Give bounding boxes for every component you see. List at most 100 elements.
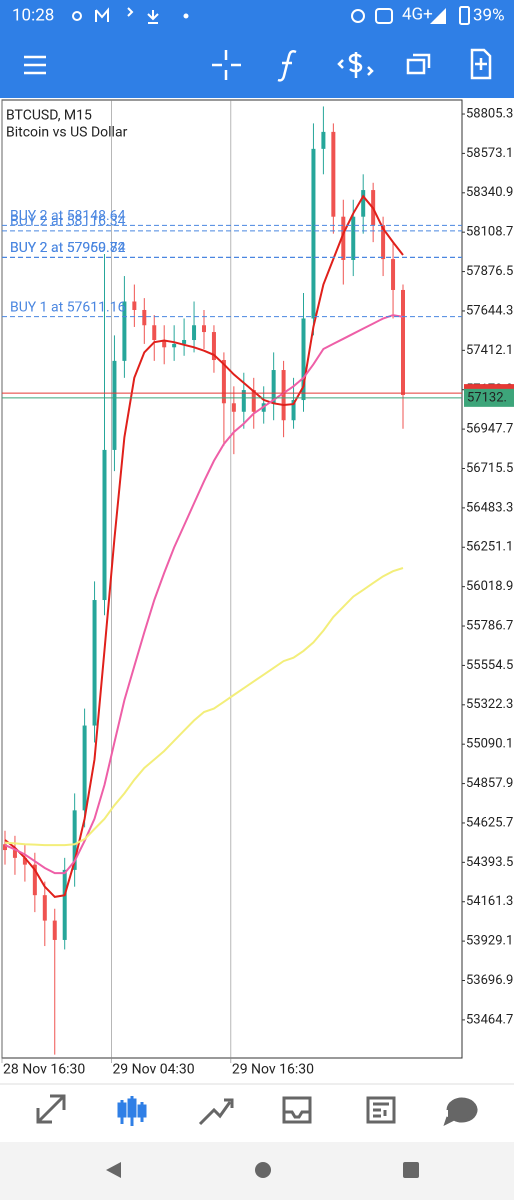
- candle-body: [221, 360, 226, 404]
- status-icons: [72, 6, 470, 25]
- status-time: 10:28: [12, 5, 54, 25]
- candle-body: [22, 857, 27, 865]
- candle-body: [401, 289, 405, 395]
- y-tick-label: 56018.9: [466, 579, 513, 594]
- candle-body: [112, 360, 117, 450]
- candle-body: [82, 725, 87, 811]
- bid-label: 57132.: [467, 390, 507, 405]
- candle-body: [12, 850, 17, 858]
- y-tick-label: 55554.5: [466, 658, 513, 673]
- messages-tab[interactable]: [443, 1097, 478, 1126]
- history-tab[interactable]: [282, 1096, 312, 1124]
- y-tick-label: 53696.9: [466, 973, 513, 988]
- indicator-line: [4, 314, 404, 875]
- indicators-button[interactable]: [277, 49, 297, 82]
- candle-body: [381, 225, 386, 260]
- toolbar: [24, 48, 492, 82]
- y-tick-label: 54161.3: [466, 894, 513, 909]
- y-tick-label: 54857.9: [466, 776, 513, 791]
- recents-button[interactable]: [403, 1162, 419, 1178]
- quotes-tab[interactable]: [36, 1094, 66, 1124]
- order-label: BUY 2 at 58148.64: [10, 208, 126, 224]
- windows-button[interactable]: [406, 53, 431, 75]
- candle-body: [172, 343, 177, 348]
- candle-body: [391, 259, 396, 290]
- candle-body: [331, 131, 336, 217]
- candle-body: [361, 190, 366, 217]
- y-tick-label: 53929.1: [466, 934, 513, 949]
- candle-body: [42, 895, 47, 921]
- candle-body: [241, 390, 246, 412]
- news-tab[interactable]: [366, 1096, 396, 1124]
- y-tick-label: 56715.5: [466, 461, 513, 476]
- indicator-line: [4, 194, 404, 898]
- candle-body: [142, 309, 147, 326]
- y-tick-label: 56947.7: [466, 422, 513, 437]
- app-bar: [0, 0, 514, 98]
- y-tick-label: 58108.7: [466, 225, 513, 240]
- candle-body: [192, 325, 197, 341]
- candle-body: [92, 600, 97, 726]
- order-label: BUY 2 at 58116.34: [10, 214, 126, 230]
- chart-title: BTCUSD, M15: [6, 108, 92, 124]
- y-tick-label: 58805.3: [466, 106, 513, 121]
- y-tick-label: 56483.3: [466, 500, 513, 515]
- x-tick-label: 29 Nov 04:30: [112, 1062, 194, 1078]
- order-label: BUY 2 at 57959.72: [10, 240, 126, 256]
- back-button[interactable]: [106, 1162, 121, 1178]
- y-tick-label: 58573.1: [466, 146, 513, 161]
- y-tick-label: 54393.5: [466, 855, 513, 870]
- bottom-nav: [0, 1084, 514, 1142]
- trade-tab[interactable]: [198, 1098, 234, 1126]
- status-battery: 39%: [473, 5, 505, 25]
- candle-body: [202, 325, 206, 333]
- candle-body: [3, 844, 7, 851]
- candle-body: [311, 148, 316, 319]
- candle-body: [231, 403, 236, 412]
- candle-body: [321, 131, 326, 149]
- candle-body: [52, 920, 57, 940]
- y-tick-label: 57412.1: [466, 343, 513, 358]
- candle-body: [182, 340, 187, 344]
- candle-body: [281, 370, 286, 421]
- y-tick-label: 55786.7: [466, 618, 513, 633]
- y-tick-label: 55322.3: [466, 697, 513, 712]
- trade-button[interactable]: [337, 52, 374, 78]
- candle-body: [72, 810, 77, 870]
- indicator-line: [4, 567, 404, 847]
- candle-body: [132, 301, 137, 310]
- crosshair-button[interactable]: [212, 50, 241, 80]
- menu-button[interactable]: [24, 55, 46, 75]
- y-tick-label: 57644.3: [466, 303, 513, 318]
- y-tick-label: 56251.1: [466, 540, 513, 555]
- signal-icon: [430, 8, 446, 24]
- candle-body: [102, 449, 107, 601]
- chart-subtitle: Bitcoin vs US Dollar: [6, 125, 128, 141]
- candle-body: [62, 869, 67, 940]
- bid-box: [464, 388, 514, 407]
- candle-body: [211, 332, 216, 361]
- nav-icons: [36, 1094, 478, 1126]
- candle-body: [291, 400, 296, 421]
- y-tick-label: 57876.5: [466, 264, 513, 279]
- order-label: BUY 1 at 57611.16: [10, 299, 126, 315]
- y-tick-label: 53464.7: [466, 1012, 513, 1027]
- candle-body: [32, 864, 37, 896]
- y-tick-label: 54625.7: [466, 815, 513, 830]
- chart-tab[interactable]: [117, 1096, 147, 1126]
- y-tick-label: 58340.9: [466, 185, 513, 200]
- candle-body: [162, 340, 167, 348]
- home-button[interactable]: [255, 1162, 271, 1178]
- candle-body: [301, 318, 306, 401]
- candle-body: [351, 216, 356, 260]
- new-order-button[interactable]: [470, 48, 492, 80]
- candle-body: [122, 301, 127, 361]
- x-tick-label: 29 Nov 16:30: [232, 1062, 314, 1078]
- x-tick-label: 28 Nov 16:30: [3, 1062, 85, 1078]
- order-label: BUY 2 at 57960.84: [10, 240, 126, 256]
- y-tick-label: 55090.1: [466, 737, 513, 752]
- candle-body: [251, 390, 256, 412]
- chart-frame: [1, 99, 463, 1059]
